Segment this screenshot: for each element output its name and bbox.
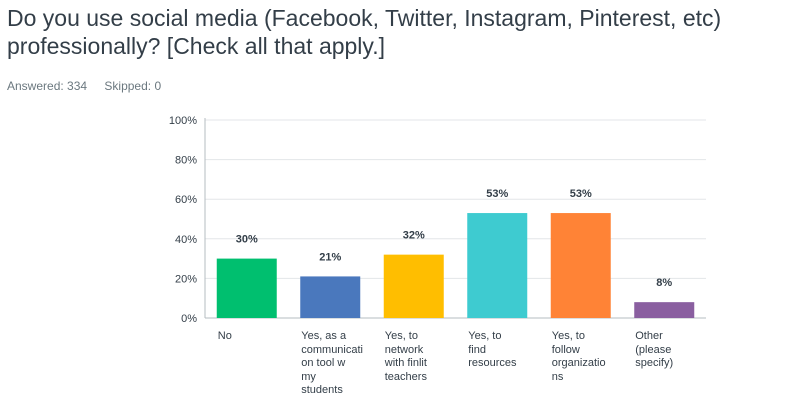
data-label: 53%	[570, 188, 592, 200]
x-tick-label: Yes, to find resources	[468, 330, 517, 369]
y-tick-label: 100%	[169, 115, 197, 127]
answered-count: Answered: 334	[7, 79, 88, 93]
skipped-count: Skipped: 0	[104, 79, 162, 93]
y-tick-label: 60%	[175, 194, 197, 206]
response-stats: Answered: 334 Skipped: 0	[7, 79, 175, 93]
data-label: 8%	[656, 277, 672, 289]
y-tick-label: 0%	[181, 313, 197, 325]
data-label: 21%	[319, 251, 341, 263]
x-tick-label: Yes, to network with finlit teachers	[384, 330, 427, 383]
bar	[550, 213, 611, 318]
data-label: 32%	[403, 230, 425, 242]
bar	[634, 302, 695, 318]
bar	[467, 213, 528, 318]
question-title: Do you use social media (Facebook, Twitt…	[7, 5, 722, 59]
x-tick-label: Yes, as a communicati on tool w my stude…	[301, 330, 363, 396]
bar	[216, 258, 277, 318]
bar	[383, 254, 444, 318]
y-tick-label: 40%	[175, 234, 197, 246]
bar	[300, 276, 361, 318]
x-tick-label: No	[217, 330, 232, 342]
x-tick-label: Other (please specify)	[635, 330, 674, 369]
data-label: 30%	[236, 234, 258, 246]
y-tick-label: 80%	[175, 155, 197, 167]
y-tick-label: 20%	[175, 273, 197, 285]
x-tick-label: Yes, to follow organizatio ns	[551, 330, 606, 383]
data-label: 53%	[486, 188, 508, 200]
